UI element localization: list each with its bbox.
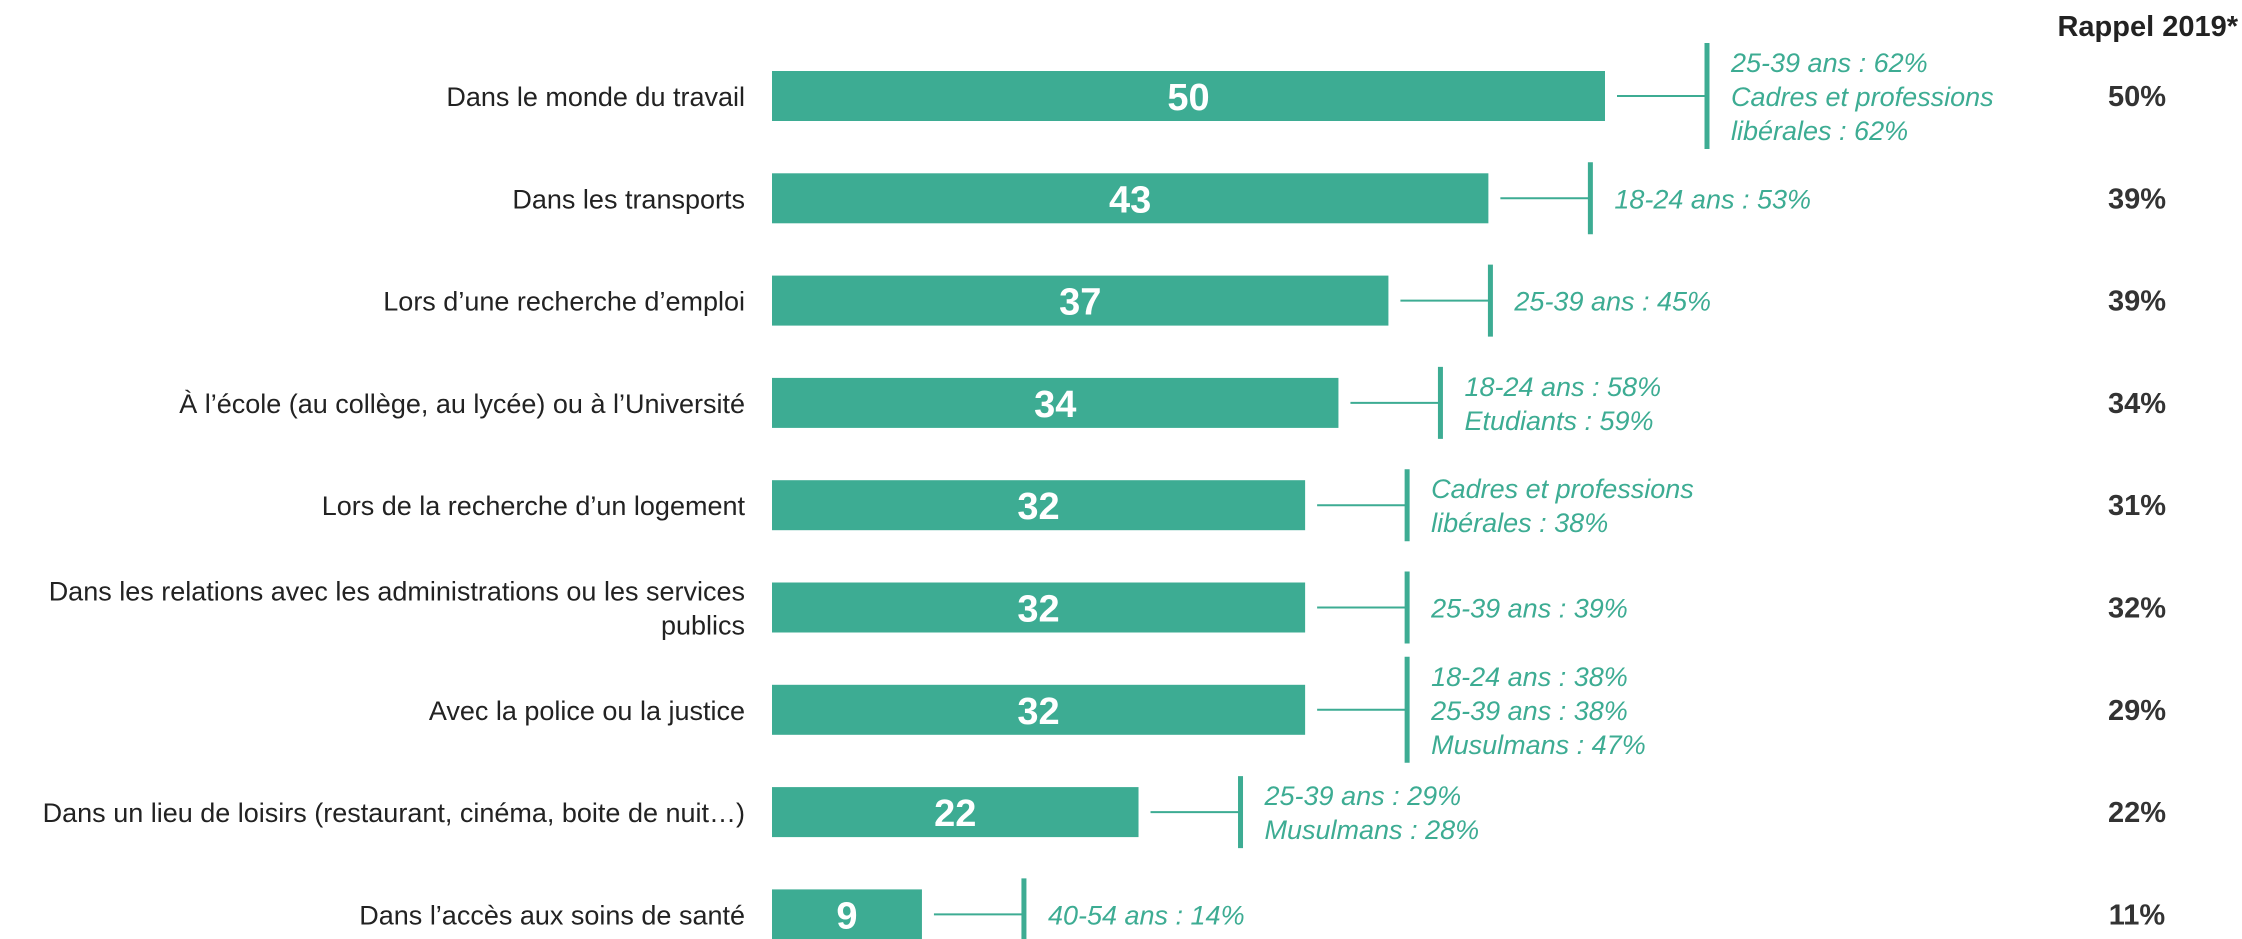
bar-value-label: 9 [836,895,857,937]
subgroup-note: 18-24 ans : 38% 25-39 ans : 38% Musulmans … [1430,662,1646,760]
subgroup-note-line: 25-39 ans : 45% [1513,287,1711,317]
subgroup-note-line: 25-39 ans : 62% [1730,48,1928,78]
bar [772,787,1139,838]
category-label-line: Dans les relations avec les administrati… [49,577,745,607]
category-label-line: publics [661,611,745,641]
subgroup-note: Cadres et professions libérales : 38% [1431,474,1694,538]
bar [772,275,1389,326]
category-label-line: Dans un lieu de loisirs (restaurant, cin… [43,798,745,828]
subgroup-note-line: libérales : 38% [1431,508,1608,538]
subgroup-note-line: 18-24 ans : 38% [1431,662,1628,692]
recall-2019-value: 34% [2108,388,2166,420]
recall-2019-value: 39% [2108,183,2166,215]
subgroup-note-line: 40-54 ans : 14% [1048,900,1245,930]
subgroup-note: 25-39 ans : 29% Musulmans : 28% [1264,781,1480,845]
category-label: Dans un lieu de loisirs (restaurant, cin… [43,798,745,828]
category-label-line: À l’école (au collège, au lycée) ou à l’… [179,389,745,419]
subgroup-note-line: libérales : 62% [1731,116,1908,146]
subgroup-note-line: Musulmans : 28% [1265,815,1480,845]
subgroup-note-line: Etudiants : 59% [1464,406,1653,436]
category-label-line: Dans le monde du travail [446,82,745,112]
bar-value-label: 32 [1017,691,1059,733]
bar [772,684,1306,735]
subgroup-note: 25-39 ans : 62% Cadres et professions libé… [1730,48,1994,146]
bar [772,71,1605,121]
subgroup-note: 18-24 ans : 58% Etudiants : 59% [1464,372,1661,436]
subgroup-note-line: Musulmans : 47% [1431,730,1646,760]
bar [772,480,1306,531]
recall-2019-value: 50% [2108,81,2166,113]
subgroup-note: 40-54 ans : 14% [1048,900,1245,930]
subgroup-note: 18-24 ans : 53% [1614,184,1811,214]
category-label: Dans le monde du travail [446,82,745,112]
subgroup-note-line: 18-24 ans : 58% [1464,372,1661,402]
subgroup-note-line: Cadres et professions [1731,82,1994,112]
bar [772,377,1339,428]
category-label-line: Dans les transports [512,184,745,214]
category-label: Dans les relations avec les administrati… [49,577,745,641]
category-label: À l’école (au collège, au lycée) ou à l’… [179,389,745,419]
recall-2019-value: 22% [2108,797,2166,829]
category-label: Lors de la recherche d’un logement [322,491,746,521]
bar [772,173,1489,224]
category-label: Lors d’une recherche d’emploi [383,287,745,317]
recall-2019-value: 31% [2108,490,2166,522]
category-label-line: Avec la police ou la justice [429,696,745,726]
bar-value-label: 22 [934,793,976,835]
recall-2019-value: 32% [2108,593,2166,625]
bar-value-label: 34 [1034,384,1076,426]
recall-2019-value: 11% [2109,899,2166,931]
subgroup-note-line: 25-39 ans : 39% [1430,594,1628,624]
bar-value-label: 50 [1167,77,1209,119]
subgroup-note-line: 25-39 ans : 38% [1430,696,1628,726]
subgroup-note-line: 18-24 ans : 53% [1614,184,1811,214]
recall-2019-value: 39% [2108,286,2166,318]
category-label: Dans l’accès aux soins de santé [359,900,745,930]
recall-2019-value: 29% [2108,695,2166,727]
bar-value-label: 37 [1059,282,1101,324]
category-label-line: Dans l’accès aux soins de santé [359,900,745,930]
category-label-line: Lors de la recherche d’un logement [322,491,746,521]
recall-2019-title: Rappel 2019* [2057,11,2238,43]
subgroup-note-line: 25-39 ans : 29% [1264,781,1462,811]
bar [772,889,922,939]
category-label: Avec la police ou la justice [429,696,745,726]
subgroup-note: 25-39 ans : 45% [1513,287,1711,317]
bar [772,582,1306,633]
subgroup-note-line: Cadres et professions [1431,474,1694,504]
bar-value-label: 43 [1109,179,1151,221]
subgroup-note: 25-39 ans : 39% [1430,594,1628,624]
bar-value-label: 32 [1017,589,1059,631]
bar-value-label: 32 [1017,486,1059,528]
category-label-line: Lors d’une recherche d’emploi [383,287,745,317]
category-label: Dans les transports [512,184,745,214]
